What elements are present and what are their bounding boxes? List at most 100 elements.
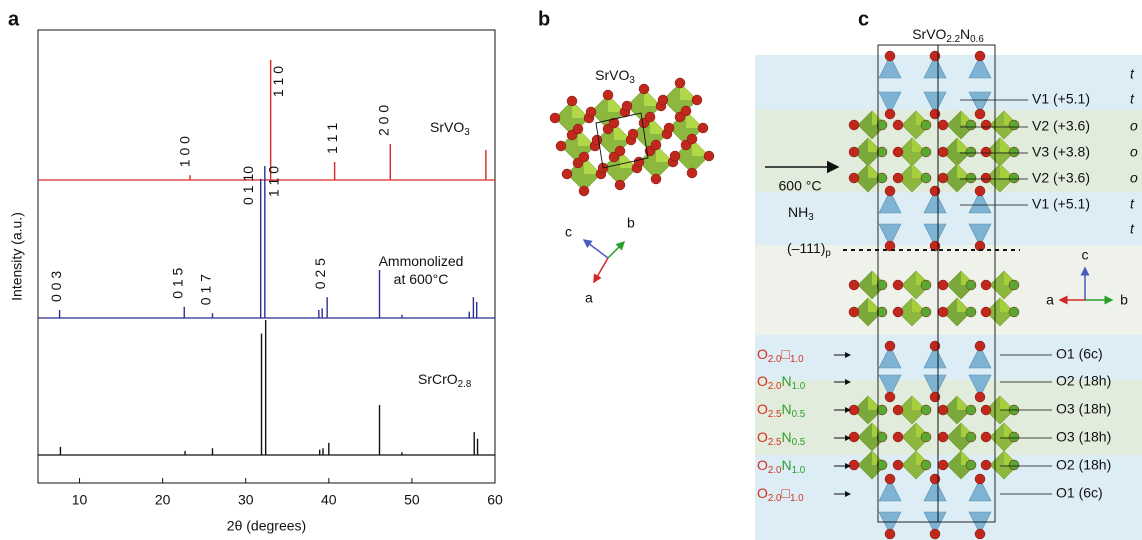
x-tick-label: 60: [487, 492, 503, 508]
site-label: O3 (18h): [1056, 401, 1111, 417]
atom: [930, 186, 940, 196]
axis-label: b: [1120, 292, 1128, 308]
panel-letter: a: [8, 8, 20, 30]
text-part: N: [782, 373, 792, 389]
atom: [877, 147, 887, 157]
legend-label: Ammonolizedat 600°C: [379, 253, 464, 287]
atom: [586, 107, 596, 117]
subscript: 2.5: [768, 437, 782, 448]
atom: [893, 405, 903, 415]
atom: [966, 173, 976, 183]
atom: [639, 84, 649, 94]
subscript: 1.0: [792, 381, 806, 392]
text-part: SrVO: [912, 26, 946, 42]
atom: [885, 474, 895, 484]
atom: [893, 307, 903, 317]
atom: [885, 109, 895, 119]
atom: [966, 405, 976, 415]
atom: [573, 124, 583, 134]
atom: [921, 307, 931, 317]
text-part: NH: [788, 204, 808, 220]
site-label: V3 (+3.8): [1032, 144, 1090, 160]
peak-label: 1 1 0: [266, 166, 282, 197]
text-part: N: [782, 429, 792, 445]
atom: [981, 147, 991, 157]
atom: [966, 432, 976, 442]
axis-label: b: [627, 215, 635, 231]
subscript: 2.2: [946, 34, 960, 45]
atom: [921, 432, 931, 442]
atom: [651, 174, 661, 184]
atom: [1009, 280, 1019, 290]
atom: [930, 109, 940, 119]
atom: [930, 392, 940, 402]
atom: [975, 51, 985, 61]
subscript: 1.0: [790, 493, 804, 504]
atom: [938, 147, 948, 157]
atom: [1009, 173, 1019, 183]
text-part: (–111): [787, 240, 825, 256]
atom: [930, 51, 940, 61]
subscript: 1.0: [792, 465, 806, 476]
subscript: 2.0: [768, 354, 782, 365]
atom: [849, 280, 859, 290]
axis-label: a: [1046, 292, 1054, 308]
atom: [975, 109, 985, 119]
subscript: 2.0: [768, 465, 782, 476]
atom: [622, 101, 632, 111]
atom: [981, 432, 991, 442]
atom: [664, 123, 674, 133]
atom: [975, 392, 985, 402]
atom: [849, 460, 859, 470]
atom: [981, 460, 991, 470]
atom: [966, 307, 976, 317]
axis-arrow: [608, 242, 624, 258]
text-part: SrVO: [595, 67, 629, 83]
atom: [1009, 120, 1019, 130]
atom: [893, 173, 903, 183]
atom: [849, 147, 859, 157]
subscript: 2.5: [768, 409, 782, 420]
subscript: 0.6: [970, 34, 984, 45]
site-label: V1 (+5.1): [1032, 91, 1090, 107]
atom: [670, 151, 680, 161]
atom: [681, 106, 691, 116]
atom: [966, 460, 976, 470]
reaction-condition: 600 °C: [779, 178, 822, 194]
atom: [877, 173, 887, 183]
atom: [966, 120, 976, 130]
site-label: O2 (18h): [1056, 373, 1111, 389]
site-label: O1 (6c): [1056, 346, 1103, 362]
site-label: O2 (18h): [1056, 457, 1111, 473]
structure-title: SrVO2.2N0.6: [912, 26, 984, 45]
atom: [938, 307, 948, 317]
panel-letter: b: [538, 8, 550, 30]
peak-label: 1 1 1: [324, 123, 340, 154]
atom: [921, 147, 931, 157]
atom: [981, 173, 991, 183]
atom: [651, 140, 661, 150]
atom: [938, 173, 948, 183]
atom: [921, 405, 931, 415]
atom: [692, 95, 702, 105]
atom: [921, 120, 931, 130]
text-part: N: [960, 26, 970, 42]
atom: [877, 307, 887, 317]
atom: [921, 460, 931, 470]
atom: [981, 120, 991, 130]
peak-label: 0 2 5: [312, 258, 328, 289]
peak-label: 0 1 7: [198, 274, 214, 305]
x-tick-label: 20: [155, 492, 171, 508]
figure: 1020304050602θ (degrees)Intensity (a.u.)…: [0, 0, 1142, 540]
atom: [849, 432, 859, 442]
subscript: 3: [808, 212, 814, 223]
atom: [975, 529, 985, 539]
atom: [658, 95, 668, 105]
legend-label: SrCrO2.8: [418, 371, 472, 390]
atom: [975, 186, 985, 196]
atom: [849, 173, 859, 183]
text-part: SrCrO: [418, 371, 458, 387]
atom: [885, 392, 895, 402]
atom: [938, 460, 948, 470]
